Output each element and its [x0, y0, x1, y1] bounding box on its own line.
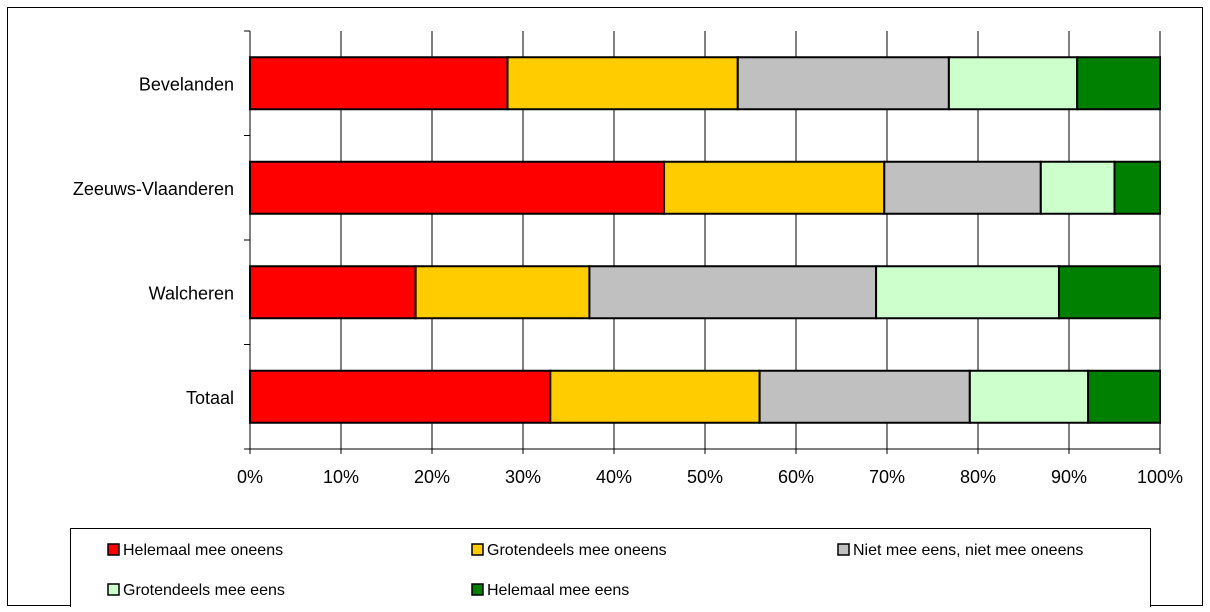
bar-segment [1087, 369, 1161, 424]
legend-swatch [471, 543, 484, 556]
bar-segment [249, 160, 666, 215]
category-label: Bevelanden [139, 74, 234, 94]
bar-segment [1057, 265, 1161, 320]
category-label: Walcheren [149, 283, 234, 303]
legend-label: Grotendeels mee eens [123, 582, 285, 599]
legend-box [70, 528, 1151, 608]
bar-segment [947, 56, 1079, 111]
x-tick-label: 20% [414, 467, 450, 487]
bar-segment [549, 369, 761, 424]
category-label: Totaal [186, 388, 234, 408]
x-tick-label: 90% [1051, 467, 1087, 487]
bar-segment [968, 369, 1090, 424]
category-label: Zeeuws-Vlaanderen [73, 179, 234, 199]
legend-swatch [107, 543, 120, 556]
bar-segment [414, 265, 591, 320]
bar-segment [736, 56, 950, 111]
bar-segment [588, 265, 878, 320]
bar-segment [883, 160, 1042, 215]
bar-segment [758, 369, 971, 424]
legend-label: Helemaal mee eens [487, 582, 629, 599]
bar-segment [1113, 160, 1161, 215]
bar-segment [875, 265, 1060, 320]
x-tick-label: 10% [323, 467, 359, 487]
x-tick-label: 30% [505, 467, 541, 487]
bar-segment [506, 56, 739, 111]
x-tick-label: 50% [687, 467, 723, 487]
x-tick-label: 80% [960, 467, 996, 487]
legend-swatch [837, 543, 850, 556]
bar-segment [1076, 56, 1161, 111]
bar-segment [1039, 160, 1116, 215]
x-tick-label: 60% [778, 467, 814, 487]
bar-segment [249, 369, 552, 424]
x-tick-label: 100% [1137, 467, 1183, 487]
bars [249, 56, 1161, 424]
legend-label: Grotendeels mee oneens [487, 542, 667, 559]
legend: Helemaal mee oneens Grotendeels mee oneen… [70, 528, 1151, 608]
legend-swatch [471, 583, 484, 596]
bar-segment [249, 265, 417, 320]
x-tick-label: 70% [869, 467, 905, 487]
axes: 0% 10% 20% 30% 40% 50% 60% 70% 80% 90% 100% Bevelan… [73, 30, 1183, 487]
bar-segment [249, 56, 509, 111]
x-tick-label: 0% [237, 467, 263, 487]
bar-segment [663, 160, 886, 215]
x-tick-label: 40% [596, 467, 632, 487]
legend-swatch [107, 583, 120, 596]
legend-label: Helemaal mee oneens [123, 542, 283, 559]
legend-label: Niet mee eens, niet mee oneens [853, 542, 1083, 559]
